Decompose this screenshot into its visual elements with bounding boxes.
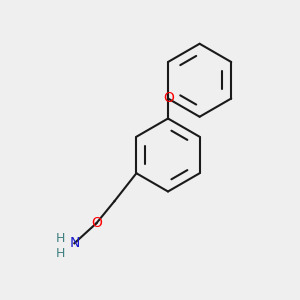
Text: O: O xyxy=(91,216,102,230)
Text: H: H xyxy=(56,232,65,245)
Text: N: N xyxy=(69,236,80,250)
Text: H: H xyxy=(56,247,65,260)
Text: O: O xyxy=(163,92,174,106)
